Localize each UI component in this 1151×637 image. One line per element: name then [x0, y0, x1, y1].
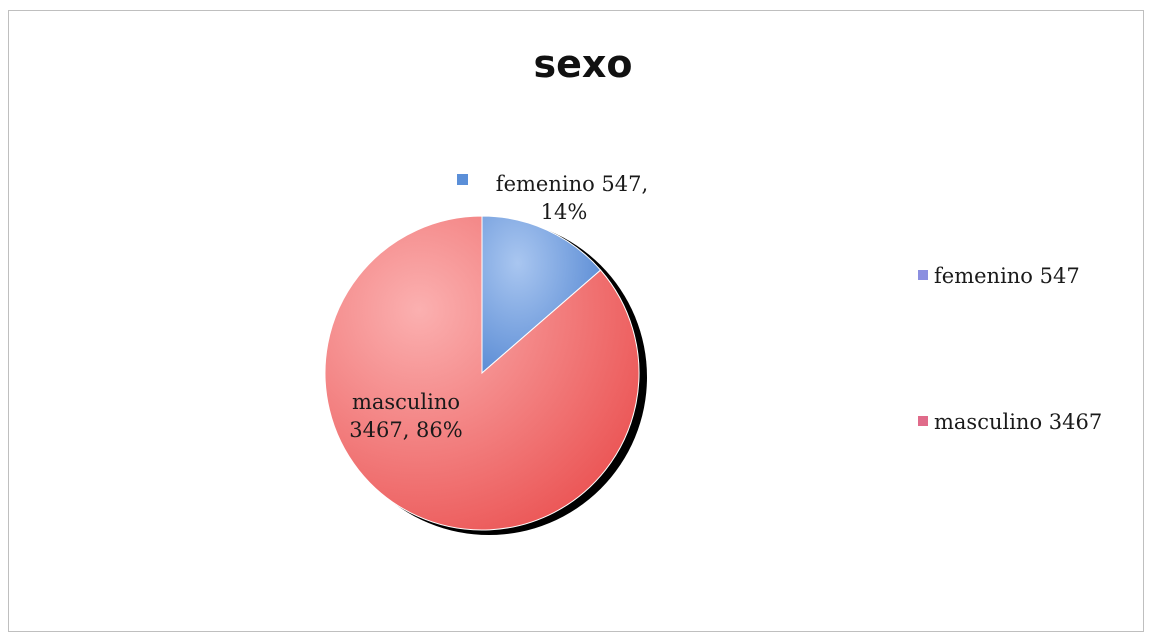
chart-frame: sexo femenino 547, 14% masculino 3467, 86% …: [8, 10, 1144, 632]
data-label-femenino-line-1: 14%: [541, 200, 588, 224]
legend-swatch-masculino: [918, 416, 928, 426]
legend-swatch-femenino: [918, 270, 928, 280]
data-label-marker-femenino: [457, 174, 468, 185]
chart-title: sexo: [533, 42, 632, 86]
legend-entry-masculino: masculino 3467: [934, 410, 1102, 434]
data-labels: femenino 547, 14% masculino 3467, 86%: [349, 172, 648, 442]
data-label-femenino-line-0: femenino 547,: [496, 172, 648, 196]
legend: femenino 547 masculino 3467: [918, 264, 1102, 434]
data-label-masculino-line-1: 3467, 86%: [349, 418, 462, 442]
pie-slice-femenino: [481, 215, 602, 375]
pie-slices: [324, 215, 640, 531]
data-label-masculino-line-0: masculino: [352, 390, 460, 414]
pie-slice-masculino: [324, 215, 640, 531]
legend-entry-femenino: femenino 547: [934, 264, 1080, 288]
